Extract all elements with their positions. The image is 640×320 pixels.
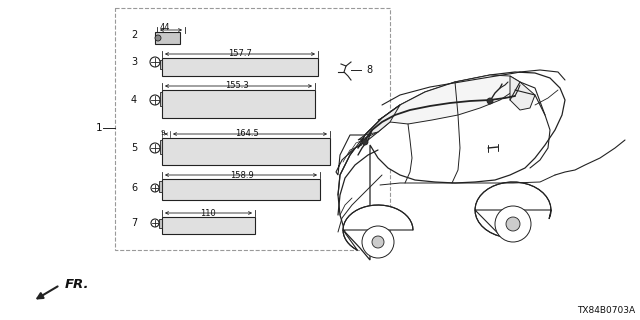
Polygon shape	[510, 76, 535, 110]
Bar	[160, 60, 162, 69]
Text: 6: 6	[131, 183, 137, 193]
Circle shape	[487, 98, 493, 104]
Text: 3: 3	[131, 57, 137, 67]
Circle shape	[150, 95, 160, 105]
Circle shape	[362, 226, 394, 258]
Text: 44: 44	[160, 23, 170, 33]
Bar	[115, 8, 390, 250]
Bar	[162, 138, 330, 165]
Bar	[162, 179, 320, 200]
Polygon shape	[336, 118, 390, 175]
Circle shape	[362, 139, 368, 145]
Polygon shape	[475, 182, 551, 236]
Circle shape	[372, 236, 384, 248]
Text: 8: 8	[366, 65, 372, 75]
Circle shape	[151, 184, 159, 192]
Text: TX84B0703A: TX84B0703A	[577, 306, 635, 315]
Circle shape	[506, 217, 520, 231]
Text: 4: 4	[131, 95, 137, 105]
Bar	[155, 32, 180, 44]
Text: 5: 5	[131, 143, 137, 153]
Text: 7: 7	[131, 218, 137, 228]
Text: 158.9: 158.9	[230, 171, 254, 180]
Circle shape	[151, 219, 159, 227]
Text: 9: 9	[161, 130, 165, 136]
Circle shape	[150, 57, 160, 67]
Text: FR.: FR.	[65, 278, 90, 292]
Text: 164.5: 164.5	[235, 130, 259, 139]
Text: 2: 2	[131, 30, 137, 40]
Polygon shape	[378, 75, 520, 124]
Bar	[162, 90, 315, 118]
Circle shape	[150, 143, 160, 153]
Bar	[160, 92, 162, 106]
Bar	[162, 58, 318, 76]
Text: 157.7: 157.7	[228, 50, 252, 59]
Bar	[162, 217, 255, 234]
Circle shape	[155, 35, 161, 41]
Polygon shape	[338, 72, 565, 260]
Text: 110: 110	[200, 209, 216, 218]
Text: 1: 1	[96, 123, 102, 133]
Polygon shape	[343, 205, 413, 250]
Bar	[160, 140, 162, 154]
Bar	[159, 181, 162, 191]
Circle shape	[495, 206, 531, 242]
Text: 155.3: 155.3	[225, 82, 249, 91]
Polygon shape	[358, 105, 400, 140]
Bar	[159, 219, 162, 228]
